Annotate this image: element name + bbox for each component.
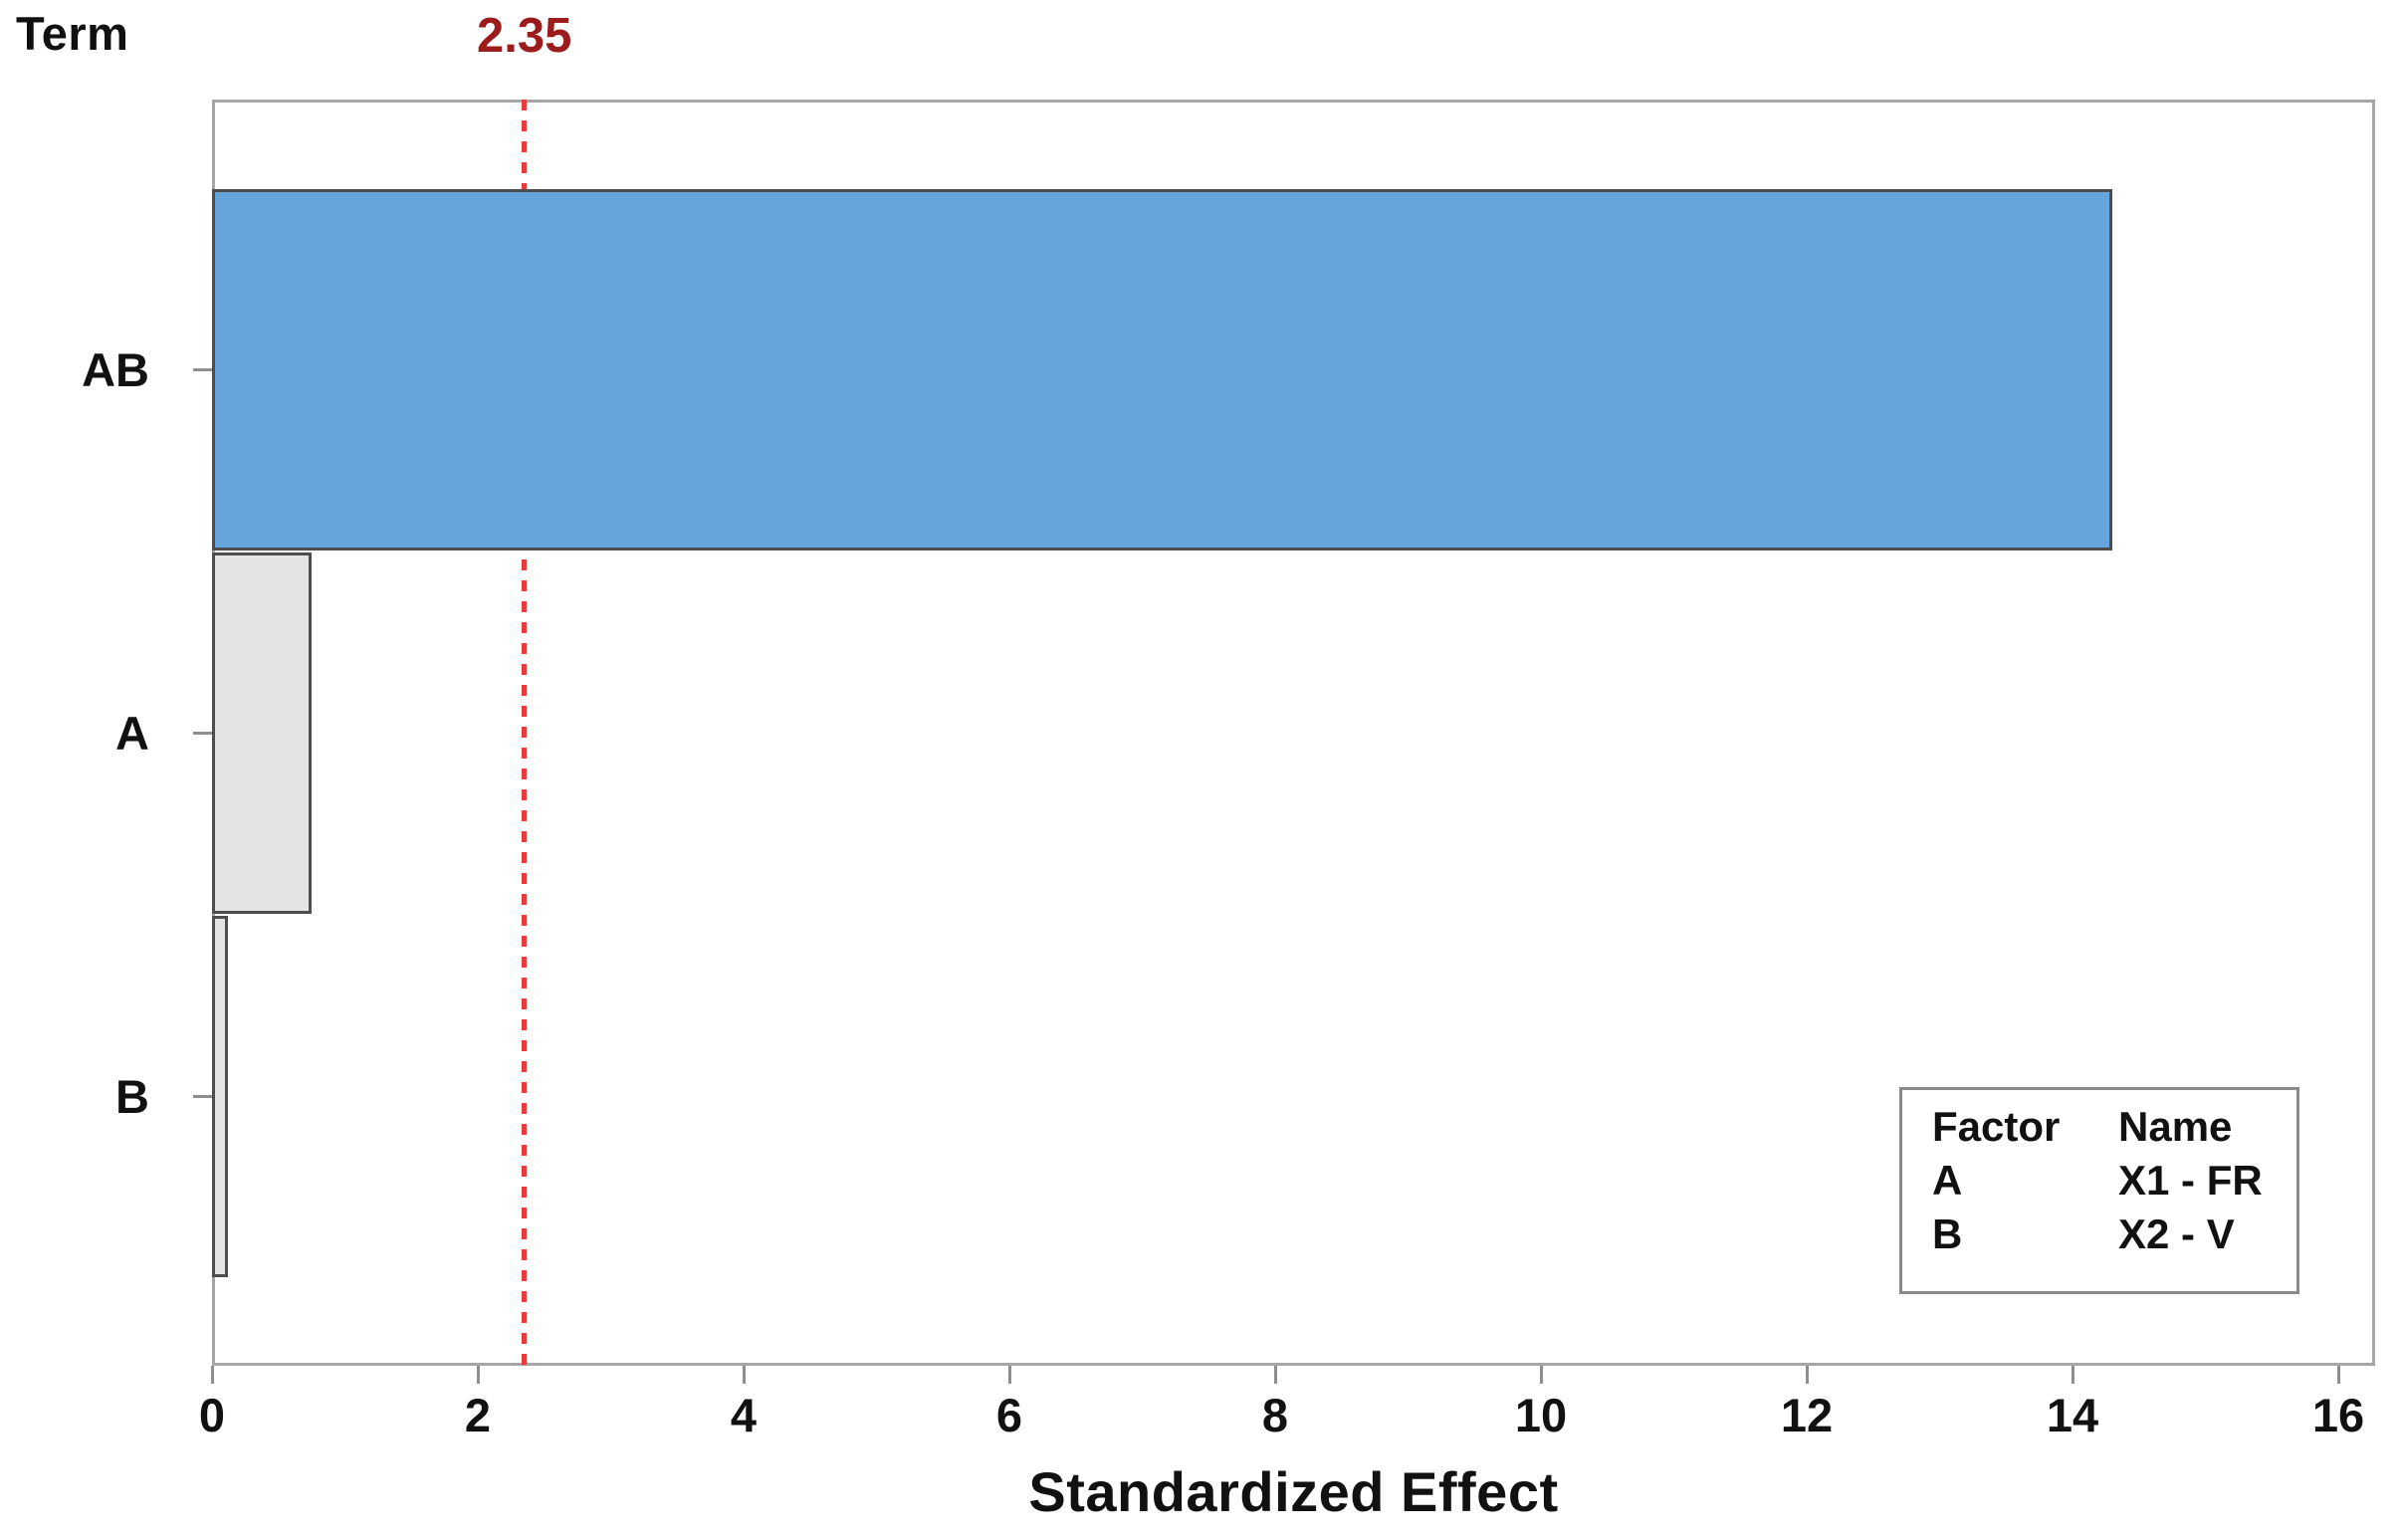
- legend-row-B-col2: X2 - V: [2118, 1210, 2235, 1257]
- x-tick-8: [1273, 1366, 1277, 1384]
- x-tick-14: [2071, 1366, 2074, 1384]
- bar-A: [212, 552, 313, 914]
- legend-header-row: Factor Name: [1932, 1100, 2296, 1154]
- legend-table: Factor Name A X1 - FR B X2 - V: [1932, 1100, 2296, 1261]
- legend-row-B: B X2 - V: [1932, 1208, 2296, 1261]
- y-axis-title: Term: [16, 7, 129, 60]
- x-tick-label-12: 12: [1780, 1389, 1834, 1441]
- legend-row-A: A X1 - FR: [1932, 1154, 2296, 1208]
- x-tick-0: [210, 1366, 214, 1384]
- x-tick-label-4: 4: [730, 1389, 758, 1441]
- y-tick-label-B: B: [115, 1069, 149, 1123]
- x-tick-2: [476, 1366, 480, 1384]
- x-tick-16: [2336, 1366, 2340, 1384]
- x-tick-label-6: 6: [995, 1389, 1023, 1441]
- y-tick-A: [193, 732, 212, 735]
- x-tick-4: [742, 1366, 746, 1384]
- y-tick-label-A: A: [115, 706, 149, 760]
- x-tick-10: [1539, 1366, 1543, 1384]
- x-axis-title: Standardized Effect: [1028, 1460, 1559, 1523]
- x-tick-label-14: 14: [2046, 1389, 2099, 1441]
- x-tick-label-16: 16: [2311, 1389, 2365, 1441]
- y-tick-AB: [193, 368, 212, 371]
- reference-line: [522, 100, 528, 1366]
- y-tick-B: [193, 1095, 212, 1098]
- bar-AB: [212, 189, 2113, 550]
- legend-row-A-col1: A: [1932, 1157, 1963, 1204]
- bar-B: [212, 916, 229, 1277]
- x-tick-12: [1805, 1366, 1809, 1384]
- x-tick-6: [1007, 1366, 1011, 1384]
- x-tick-label-2: 2: [464, 1389, 492, 1441]
- x-tick-label-10: 10: [1514, 1389, 1568, 1441]
- legend-row-B-col1: B: [1932, 1210, 1963, 1257]
- x-tick-label-8: 8: [1261, 1389, 1289, 1441]
- legend-header-row-col1: Factor: [1932, 1103, 2061, 1150]
- reference-line-label: 2.35: [477, 9, 572, 63]
- legend-box: Factor Name A X1 - FR B X2 - V: [1899, 1087, 2299, 1294]
- legend-row-A-col2: X1 - FR: [2118, 1157, 2263, 1204]
- x-tick-label-0: 0: [198, 1389, 226, 1441]
- y-tick-label-AB: AB: [82, 342, 149, 396]
- legend-header-row-col2: Name: [2118, 1103, 2233, 1150]
